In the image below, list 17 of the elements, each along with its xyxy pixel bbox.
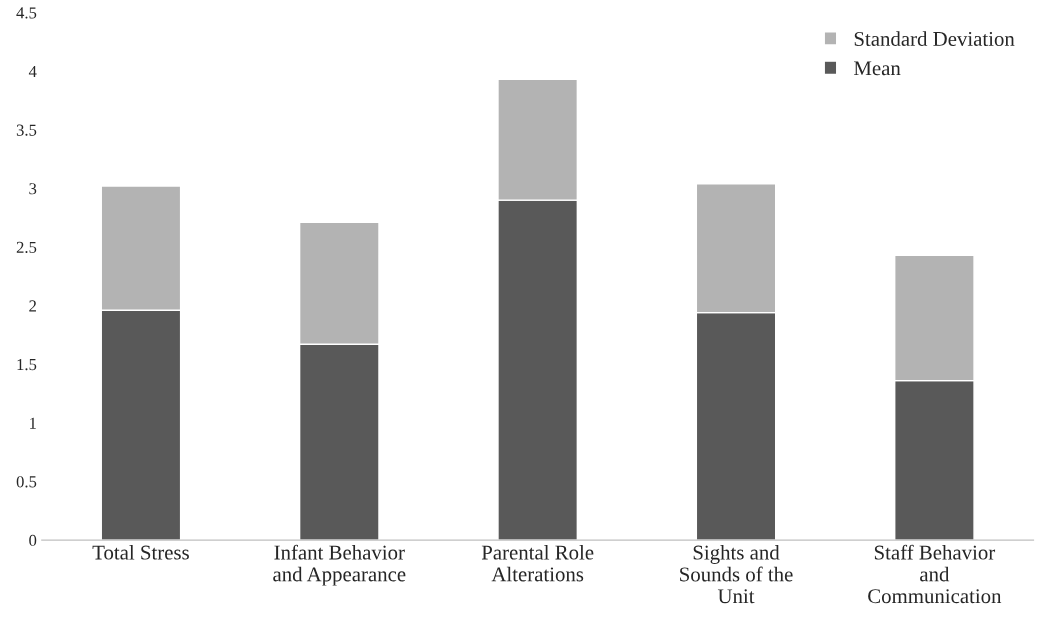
y-tick-label: 0.5	[16, 476, 37, 488]
y-tick-label: 0	[29, 534, 37, 547]
legend-label: Mean	[853, 61, 901, 76]
y-tick-label: 2.5	[16, 241, 37, 254]
y-tick-label: 3	[29, 183, 37, 195]
y-tick-label: 4.5	[16, 7, 37, 19]
y-tick-label: 2	[29, 300, 36, 312]
y-tick-label: 3.5	[16, 124, 37, 136]
y-tick-label: 4	[28, 65, 37, 77]
x-tick-label: Total Stress	[92, 544, 189, 560]
x-tick-label: Staff Behavior and Communication	[868, 544, 1002, 604]
x-tick-label: Sights and Sounds of the Unit	[680, 544, 793, 604]
x-tick-label: Parental Role Alterations	[481, 544, 594, 582]
legend-label: Standard Deviation	[854, 31, 1015, 46]
y-tick-label: 1.5	[17, 359, 37, 371]
y-tick-label: 1	[30, 417, 36, 429]
x-tick-label: Infant Behavior and Appearance	[273, 544, 406, 586]
